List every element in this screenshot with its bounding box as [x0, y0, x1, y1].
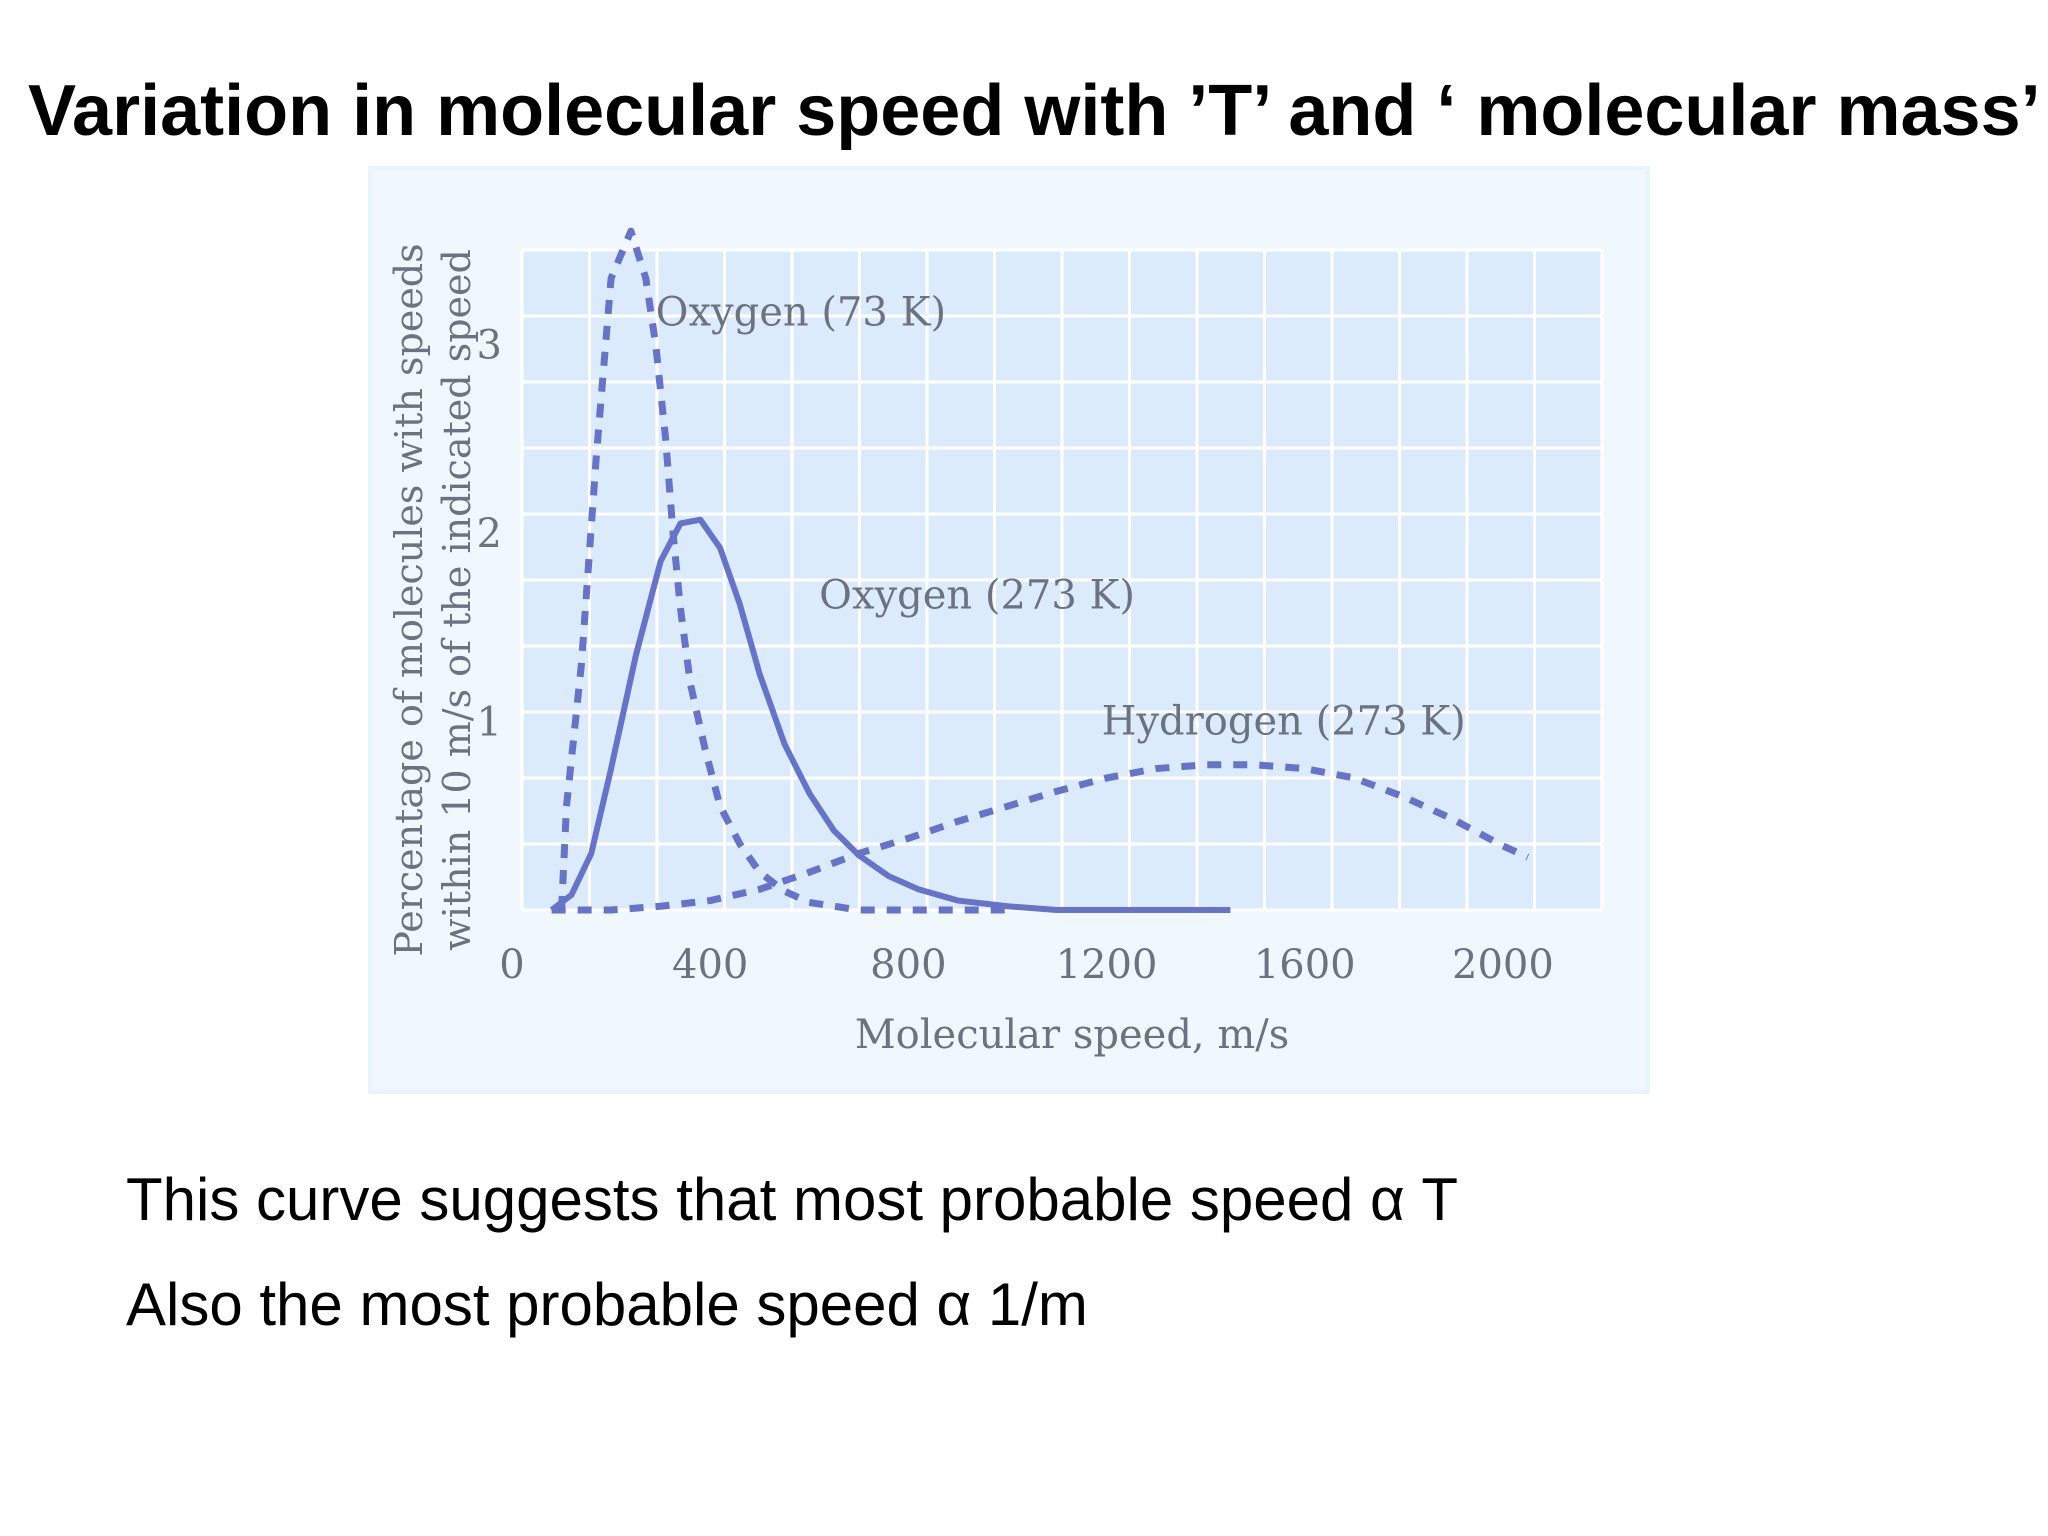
series-annotation-2: Hydrogen (273 K) [1102, 699, 1466, 745]
y-tick-label-0: 1 [477, 699, 502, 745]
series-line-2 [551, 761, 1530, 914]
series-line-0 [558, 227, 1008, 914]
x-tick-label-5: 2000 [1452, 942, 1554, 988]
y-axis-label-line-1: within 10 m/s of the indicated speed [435, 249, 479, 951]
x-tick-label-2: 800 [870, 942, 946, 988]
chart-frame: Oxygen (73 K) Oxygen (273 K) Hydrogen (273… [368, 166, 1650, 1094]
x-tick-label-0: 0 [499, 942, 524, 988]
x-tick-label-4: 1600 [1254, 942, 1356, 988]
x-axis-label: Molecular speed, m/s [855, 1012, 1290, 1058]
note-temperature: This curve suggests that most probable s… [126, 1166, 1459, 1233]
x-tick-label-3: 1200 [1056, 942, 1158, 988]
series-annotation-1: Oxygen (273 K) [819, 572, 1135, 618]
molecular-speed-chart: Oxygen (73 K) Oxygen (273 K) Hydrogen (273… [387, 227, 1604, 1058]
y-tick-label-1: 2 [477, 511, 502, 557]
x-tick-label-1: 400 [672, 942, 748, 988]
series-annotation-0: Oxygen (73 K) [656, 289, 946, 335]
slide-title: Variation in molecular speed with ’T’ an… [28, 71, 2041, 151]
note-mass: Also the most probable speed α 1/m [126, 1271, 1088, 1338]
series-line-1 [549, 516, 1231, 913]
y-tick-label-2: 3 [477, 322, 502, 368]
y-axis-label-line-0: Percentage of molecules with speeds [387, 243, 431, 956]
